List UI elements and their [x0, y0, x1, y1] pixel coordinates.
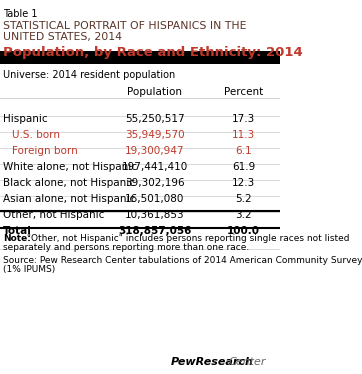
Text: Note:: Note: [3, 234, 31, 243]
Text: 55,250,517: 55,250,517 [125, 114, 185, 124]
Text: Population: Population [127, 87, 182, 97]
Text: Total: Total [3, 226, 32, 236]
Text: 16,501,080: 16,501,080 [125, 194, 184, 204]
Text: Table 1: Table 1 [3, 9, 38, 19]
Text: 6.1: 6.1 [235, 146, 252, 156]
Bar [0, 51, 280, 64]
Text: Percent: Percent [224, 87, 263, 97]
Text: (1% IPUMS): (1% IPUMS) [3, 265, 55, 274]
Text: Center: Center [228, 357, 266, 367]
Text: 10,361,853: 10,361,853 [125, 210, 185, 220]
Text: separately and persons reporting more than one race.: separately and persons reporting more th… [3, 243, 249, 252]
Text: 3.2: 3.2 [235, 210, 252, 220]
Text: Black alone, not Hispanic: Black alone, not Hispanic [3, 178, 135, 188]
Text: 318,857,056: 318,857,056 [118, 226, 191, 236]
Text: Other, not Hispanic: Other, not Hispanic [3, 210, 105, 220]
Text: 61.9: 61.9 [232, 162, 255, 172]
Text: STATISTICAL PORTRAIT OF HISPANICS IN THE: STATISTICAL PORTRAIT OF HISPANICS IN THE [3, 21, 247, 31]
Text: 11.3: 11.3 [232, 130, 255, 140]
Text: PewResearch: PewResearch [171, 357, 254, 367]
Text: Universe: 2014 resident population: Universe: 2014 resident population [3, 70, 175, 80]
Text: White alone, not Hispanic: White alone, not Hispanic [3, 162, 137, 172]
Text: U.S. born: U.S. born [12, 130, 60, 140]
Text: Population, by Race and Ethnicity: 2014: Population, by Race and Ethnicity: 2014 [3, 46, 303, 59]
Text: 19,300,947: 19,300,947 [125, 146, 184, 156]
Text: 39,302,196: 39,302,196 [125, 178, 185, 188]
Text: Source: Pew Research Center tabulations of 2014 American Community Survey: Source: Pew Research Center tabulations … [3, 256, 362, 265]
Text: 5.2: 5.2 [235, 194, 252, 204]
Text: Foreign born: Foreign born [12, 146, 78, 156]
Text: 100.0: 100.0 [227, 226, 260, 236]
Text: 17.3: 17.3 [232, 114, 255, 124]
Text: 12.3: 12.3 [232, 178, 255, 188]
Text: UNITED STATES, 2014: UNITED STATES, 2014 [3, 32, 122, 42]
Text: 35,949,570: 35,949,570 [125, 130, 185, 140]
Text: Hispanic: Hispanic [3, 114, 48, 124]
Text: Asian alone, not Hispanic: Asian alone, not Hispanic [3, 194, 135, 204]
Text: "Other, not Hispanic" includes persons reporting single races not listed: "Other, not Hispanic" includes persons r… [24, 234, 349, 243]
Text: 197,441,410: 197,441,410 [122, 162, 188, 172]
